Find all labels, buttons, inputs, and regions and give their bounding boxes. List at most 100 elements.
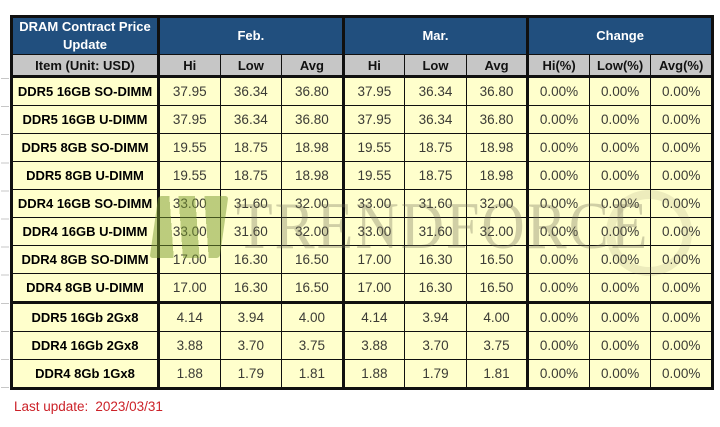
cell-value: 0.00% xyxy=(588,161,652,190)
row-item-label: DDR4 16Gb 2Gx8 xyxy=(11,331,159,360)
col-header-change-avg: Avg(%) xyxy=(650,54,713,78)
col-header-mar-avg: Avg xyxy=(465,54,529,78)
cell-value: 37.95 xyxy=(157,76,221,106)
cell-value: 1.81 xyxy=(281,359,344,389)
cell-value: 31.60 xyxy=(404,189,467,218)
cell-value: 0.00% xyxy=(650,76,713,106)
cell-value: 0.00% xyxy=(526,217,590,246)
cell-value: 0.00% xyxy=(588,331,652,360)
table-row: DDR5 16GB SO-DIMM 37.95 36.34 36.80 37.9… xyxy=(11,76,713,106)
cell-value: 36.80 xyxy=(465,76,529,106)
group-header-mar: Mar. xyxy=(341,16,529,55)
cell-value: 36.34 xyxy=(404,76,467,106)
cell-value: 1.81 xyxy=(465,359,529,389)
cell-value: 1.79 xyxy=(219,359,283,389)
cell-value: 3.94 xyxy=(404,301,467,332)
cell-value: 19.55 xyxy=(341,133,406,162)
gridline-ticks xyxy=(1,78,9,390)
cell-value: 0.00% xyxy=(650,331,713,360)
cell-value: 19.55 xyxy=(157,161,221,190)
table-subheader-row: Item (Unit: USD) Hi Low Avg Hi Low Avg H… xyxy=(11,54,713,78)
cell-value: 0.00% xyxy=(650,189,713,218)
cell-value: 0.00% xyxy=(650,105,713,134)
row-item-label: DDR4 16GB SO-DIMM xyxy=(11,189,159,218)
cell-value: 17.00 xyxy=(157,273,221,303)
cell-value: 0.00% xyxy=(650,161,713,190)
cell-value: 1.88 xyxy=(341,359,406,389)
cell-value: 0.00% xyxy=(526,273,590,303)
table-row: DDR4 8Gb 1Gx8 1.88 1.79 1.81 1.88 1.79 1… xyxy=(11,359,713,389)
cell-value: 3.70 xyxy=(404,331,467,360)
table-row: DDR4 8GB U-DIMM 17.00 16.30 16.50 17.00 … xyxy=(11,273,713,303)
cell-value: 3.75 xyxy=(465,331,529,360)
cell-value: 0.00% xyxy=(650,359,713,389)
group-header-change: Change xyxy=(526,16,713,55)
cell-value: 0.00% xyxy=(650,133,713,162)
cell-value: 36.34 xyxy=(219,105,283,134)
cell-value: 0.00% xyxy=(588,217,652,246)
col-header-mar-hi: Hi xyxy=(341,54,406,78)
cell-value: 0.00% xyxy=(588,133,652,162)
cell-value: 16.50 xyxy=(465,245,529,274)
table-row: DDR4 16Gb 2Gx8 3.88 3.70 3.75 3.88 3.70 … xyxy=(11,331,713,360)
cell-value: 0.00% xyxy=(526,76,590,106)
cell-value: 37.95 xyxy=(341,105,406,134)
cell-value: 1.88 xyxy=(157,359,221,389)
cell-value: 0.00% xyxy=(588,359,652,389)
cell-value: 31.60 xyxy=(219,217,283,246)
cell-value: 32.00 xyxy=(465,189,529,218)
table-row: DDR4 16GB SO-DIMM 33.00 31.60 32.00 33.0… xyxy=(11,189,713,218)
cell-value: 0.00% xyxy=(588,76,652,106)
cell-value: 0.00% xyxy=(650,273,713,303)
cell-value: 19.55 xyxy=(157,133,221,162)
col-header-feb-hi: Hi xyxy=(157,54,221,78)
cell-value: 31.60 xyxy=(404,217,467,246)
cell-value: 0.00% xyxy=(650,217,713,246)
cell-value: 4.14 xyxy=(341,301,406,332)
cell-value: 33.00 xyxy=(157,189,221,218)
last-update-date: 2023/03/31 xyxy=(95,399,163,414)
cell-value: 31.60 xyxy=(219,189,283,218)
cell-value: 4.00 xyxy=(465,301,529,332)
cell-value: 0.00% xyxy=(588,245,652,274)
cell-value: 36.80 xyxy=(465,105,529,134)
cell-value: 1.79 xyxy=(404,359,467,389)
col-header-feb-avg: Avg xyxy=(281,54,344,78)
cell-value: 17.00 xyxy=(157,245,221,274)
row-item-label: DDR5 8GB SO-DIMM xyxy=(11,133,159,162)
cell-value: 18.98 xyxy=(465,133,529,162)
cell-value: 17.00 xyxy=(341,245,406,274)
cell-value: 16.30 xyxy=(219,245,283,274)
cell-value: 18.75 xyxy=(404,161,467,190)
col-header-item: Item (Unit: USD) xyxy=(11,54,159,78)
cell-value: 0.00% xyxy=(526,133,590,162)
cell-value: 36.80 xyxy=(281,76,344,106)
table-row: DDR5 8GB SO-DIMM 19.55 18.75 18.98 19.55… xyxy=(11,133,713,162)
table-title: DRAM Contract Price Update xyxy=(11,16,159,55)
row-item-label: DDR4 8Gb 1Gx8 xyxy=(11,359,159,389)
cell-value: 19.55 xyxy=(341,161,406,190)
table-row: DDR5 16GB U-DIMM 37.95 36.34 36.80 37.95… xyxy=(11,105,713,134)
cell-value: 0.00% xyxy=(526,331,590,360)
cell-value: 3.70 xyxy=(219,331,283,360)
cell-value: 0.00% xyxy=(650,245,713,274)
table-row: DDR5 16Gb 2Gx8 4.14 3.94 4.00 4.14 3.94 … xyxy=(11,301,713,332)
row-item-label: DDR5 16GB U-DIMM xyxy=(11,105,159,134)
cell-value: 37.95 xyxy=(341,76,406,106)
cell-value: 33.00 xyxy=(341,217,406,246)
table-header-row: DRAM Contract Price Update Feb. Mar. Cha… xyxy=(11,16,713,55)
cell-value: 0.00% xyxy=(588,189,652,218)
cell-value: 36.34 xyxy=(219,76,283,106)
row-item-label: DDR5 16GB SO-DIMM xyxy=(11,76,159,106)
cell-value: 0.00% xyxy=(526,105,590,134)
last-update-text: Last update: 2023/03/31 xyxy=(14,399,163,414)
cell-value: 3.88 xyxy=(157,331,221,360)
col-header-feb-low: Low xyxy=(219,54,283,78)
cell-value: 37.95 xyxy=(157,105,221,134)
table-row: DDR4 8GB SO-DIMM 17.00 16.30 16.50 17.00… xyxy=(11,245,713,274)
col-header-mar-low: Low xyxy=(404,54,467,78)
cell-value: 0.00% xyxy=(526,189,590,218)
last-update-label: Last update: xyxy=(14,399,89,414)
cell-value: 0.00% xyxy=(526,245,590,274)
